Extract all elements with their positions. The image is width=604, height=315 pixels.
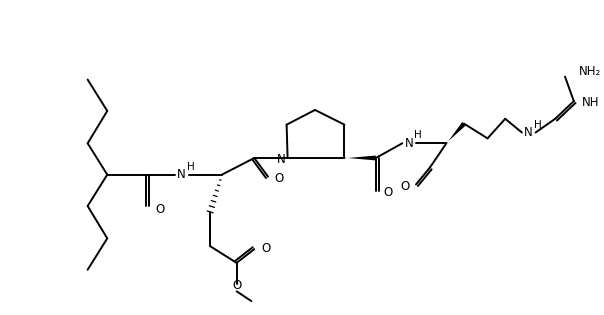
Text: N: N <box>405 137 414 150</box>
Text: O: O <box>232 279 241 292</box>
Text: NH₂: NH₂ <box>579 65 601 78</box>
Text: H: H <box>534 120 541 130</box>
Text: H: H <box>187 162 194 172</box>
Polygon shape <box>344 156 376 160</box>
Text: O: O <box>155 203 164 216</box>
Text: O: O <box>384 186 393 199</box>
Text: O: O <box>261 242 271 255</box>
Text: H: H <box>414 130 422 140</box>
Text: N: N <box>524 126 533 139</box>
Text: NH: NH <box>582 96 599 109</box>
Text: O: O <box>400 180 409 193</box>
Text: N: N <box>178 168 186 181</box>
Text: N: N <box>277 153 286 166</box>
Polygon shape <box>446 122 466 144</box>
Text: O: O <box>275 172 284 185</box>
